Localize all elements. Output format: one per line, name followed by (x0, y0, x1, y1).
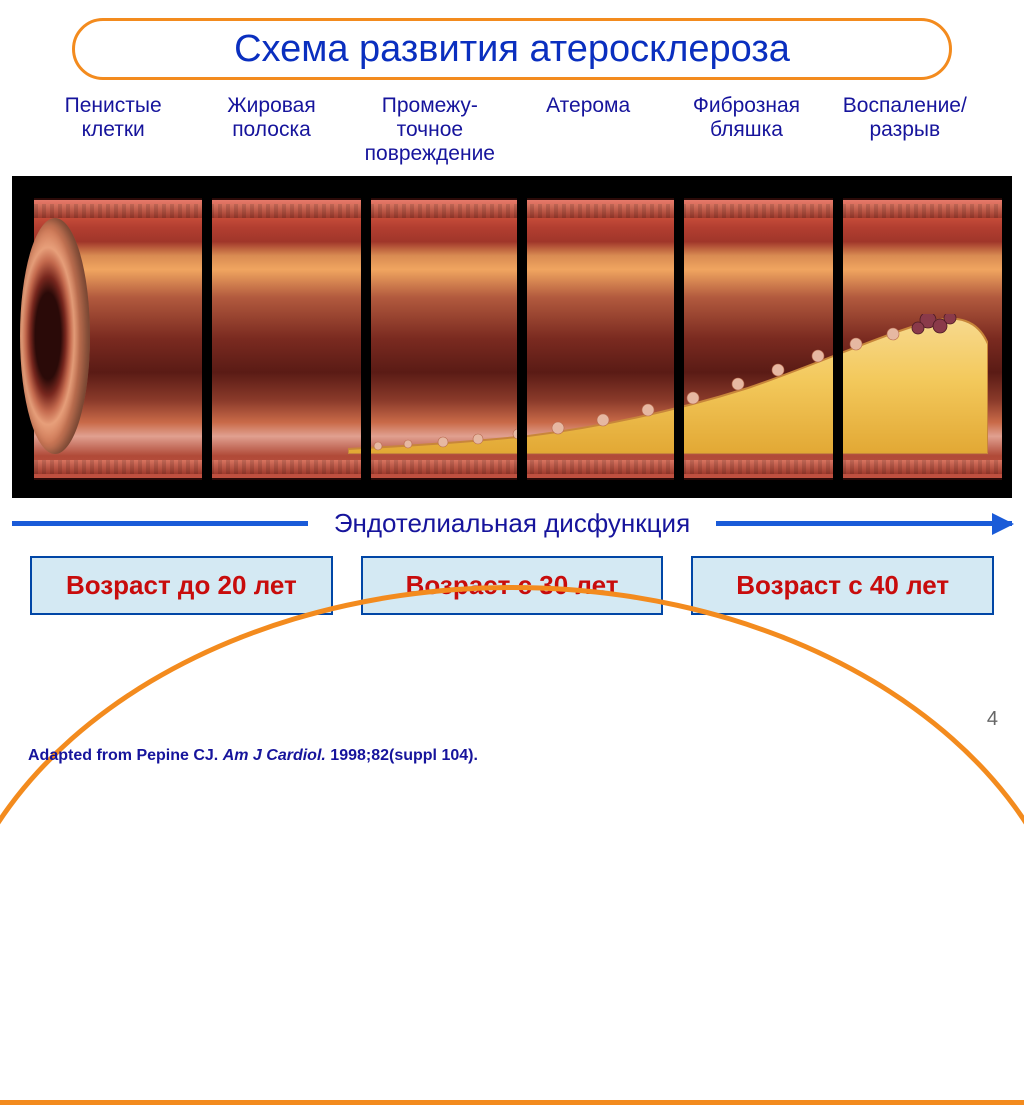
endothelial-label: Эндотелиальная дисфункция (308, 508, 716, 539)
stage-label: Жировая полоска (192, 94, 350, 166)
stage-label: Атерома (509, 94, 667, 166)
stage-label: Промежу- точное повреждение (351, 94, 509, 166)
axis-bar-left (12, 521, 308, 526)
title-pill: Схема развития атеросклероза (72, 18, 952, 80)
citation: Adapted from Pepine CJ. Am J Cardiol. 19… (28, 747, 478, 765)
plaque-icon (348, 314, 988, 454)
segment-divider (674, 176, 684, 498)
citation-suffix: 1998;82(suppl 104). (326, 747, 478, 764)
age-box-row: Возраст до 20 лет Возраст с 30 лет Возра… (0, 556, 1024, 615)
page-title: Схема развития атеросклероза (234, 28, 790, 71)
age-box: Возраст с 40 лет (691, 556, 994, 615)
age-box: Возраст до 20 лет (30, 556, 333, 615)
lumen-opening (20, 218, 90, 454)
segment-divider (833, 176, 843, 498)
stage-label: Воспаление/ разрыв (826, 94, 984, 166)
stage-labels-row: Пенистые клетки Жировая полоска Промежу-… (0, 94, 1024, 166)
segment-divider (517, 176, 527, 498)
endothelial-axis: Эндотелиальная дисфункция (12, 504, 1012, 542)
artery-diagram (12, 176, 1012, 498)
stage-label: Фиброзная бляшка (667, 94, 825, 166)
segment-divider (202, 176, 212, 498)
segment-divider (361, 176, 371, 498)
stage-label: Пенистые клетки (34, 94, 192, 166)
slide-number: 4 (987, 708, 998, 731)
plaque-region (348, 314, 988, 454)
axis-bar-right (716, 521, 1012, 526)
citation-prefix: Adapted from Pepine CJ. (28, 747, 223, 764)
citation-journal: Am J Cardiol. (223, 747, 326, 764)
age-box: Возраст с 30 лет (361, 556, 664, 615)
footer-swoosh (0, 585, 1024, 1105)
